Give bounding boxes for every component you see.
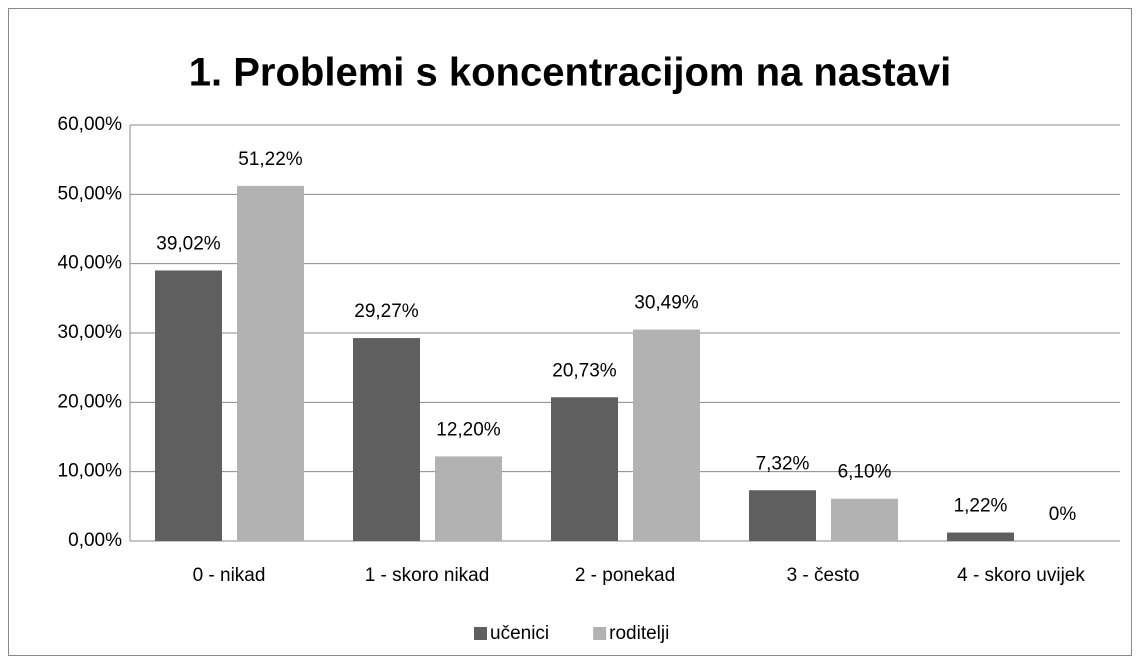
value-label: 12,20% bbox=[436, 419, 501, 440]
y-tick-label: 30,00% bbox=[58, 322, 123, 343]
bar bbox=[155, 270, 222, 541]
y-tick-label: 20,00% bbox=[58, 391, 123, 412]
bar bbox=[551, 397, 618, 541]
x-tick-label: 2 - ponekad bbox=[575, 565, 675, 586]
bar bbox=[435, 456, 502, 541]
y-tick-label: 50,00% bbox=[58, 183, 123, 204]
legend-label: učenici bbox=[490, 623, 549, 644]
bar bbox=[237, 185, 304, 541]
value-label: 1,22% bbox=[954, 496, 1008, 517]
bar bbox=[947, 532, 1014, 541]
x-tick-label: 0 - nikad bbox=[193, 565, 266, 586]
legend-swatch bbox=[593, 627, 607, 640]
y-tick-label: 40,00% bbox=[58, 253, 123, 274]
x-tick-label: 4 - skoro uvijek bbox=[957, 565, 1085, 586]
bar bbox=[749, 490, 816, 541]
value-label: 7,32% bbox=[756, 453, 810, 474]
value-label: 0% bbox=[1049, 504, 1077, 525]
y-tick-label: 60,00% bbox=[58, 114, 123, 135]
legend-label: roditelji bbox=[609, 623, 669, 644]
value-label: 6,10% bbox=[838, 462, 892, 483]
value-label: 30,49% bbox=[634, 293, 699, 314]
x-tick-label: 3 - često bbox=[787, 565, 860, 586]
value-label: 20,73% bbox=[552, 360, 617, 381]
bar bbox=[633, 329, 700, 541]
x-tick-label: 1 - skoro nikad bbox=[365, 565, 490, 586]
legend-swatch bbox=[474, 627, 487, 640]
value-label: 29,27% bbox=[354, 301, 419, 322]
y-tick-label: 0,00% bbox=[68, 530, 122, 551]
bar bbox=[353, 338, 420, 541]
chart-title: 1. Problemi s koncentracijom na nastavi bbox=[189, 51, 952, 95]
value-label: 51,22% bbox=[238, 149, 303, 170]
y-tick-label: 10,00% bbox=[58, 461, 123, 482]
value-label: 39,02% bbox=[156, 233, 221, 254]
bar bbox=[831, 498, 898, 541]
